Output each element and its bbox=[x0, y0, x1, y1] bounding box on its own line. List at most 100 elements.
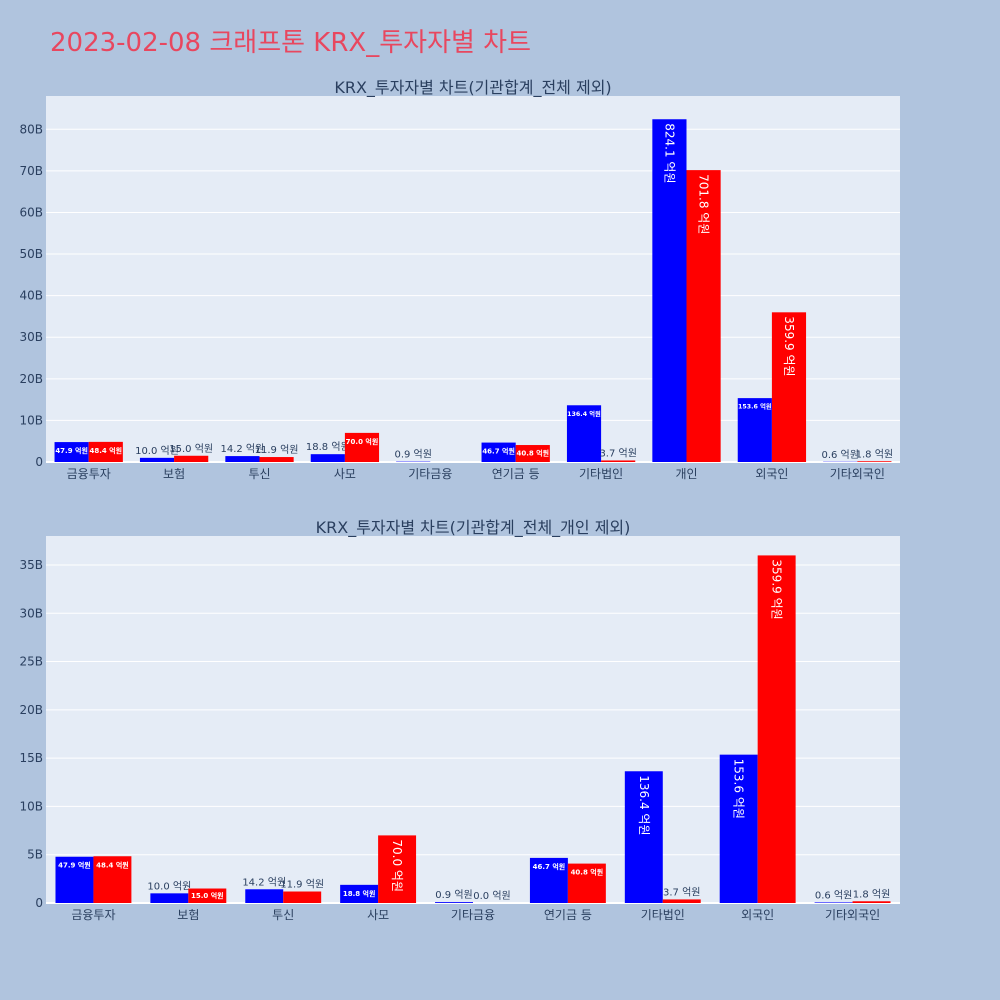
bar-value-label: 14.2 억원 bbox=[220, 443, 264, 455]
sell-bar bbox=[662, 899, 701, 903]
y-tick-label: 40B bbox=[19, 289, 43, 303]
bar-value-label: 48.4 억원 bbox=[89, 446, 122, 455]
buy-bar bbox=[652, 119, 687, 462]
chart-title: KRX_투자자별 차트(기관합계_전체_개인 제외) bbox=[316, 518, 631, 538]
bar-value-label: 136.4 억원 bbox=[637, 775, 651, 835]
bar-value-label: 359.9 억원 bbox=[782, 316, 796, 376]
x-tick-label: 기타외국인 bbox=[830, 467, 885, 481]
x-tick-label: 기타법인 bbox=[579, 467, 623, 481]
bar-value-label: 1.8 억원 bbox=[853, 888, 890, 900]
bar-value-label: 0.6 억원 bbox=[815, 889, 852, 901]
buy-bar bbox=[139, 457, 175, 462]
x-tick-label: 연기금 등 bbox=[492, 467, 540, 481]
sell-bar bbox=[174, 455, 209, 462]
buy-bar bbox=[55, 856, 94, 903]
buy-bar bbox=[310, 454, 345, 462]
sell-bar bbox=[686, 170, 721, 463]
buy-bar bbox=[529, 857, 568, 903]
y-tick-label: 30B bbox=[19, 330, 43, 344]
sell-bar bbox=[378, 835, 417, 903]
bar-value-label: 11.9 억원 bbox=[280, 879, 324, 891]
x-tick-label: 보험 bbox=[163, 467, 185, 481]
buy-bar bbox=[225, 456, 260, 462]
bar-value-label: 701.8 억원 bbox=[697, 174, 711, 234]
bar-value-label: 48.4 억원 bbox=[96, 860, 129, 869]
bar-value-label: 40.8 억원 bbox=[516, 449, 549, 458]
buy-bar bbox=[54, 442, 89, 462]
y-tick-label: 25B bbox=[19, 655, 43, 669]
x-tick-label: 금융투자 bbox=[67, 467, 111, 481]
sell-bar bbox=[601, 460, 636, 462]
buy-bar bbox=[719, 754, 758, 903]
y-tick-label: 0 bbox=[35, 455, 43, 469]
x-tick-label: 투신 bbox=[248, 467, 270, 481]
sell-bar bbox=[283, 891, 322, 903]
bar-value-label: 46.7 억원 bbox=[482, 447, 515, 456]
bar-value-label: 18.8 억원 bbox=[343, 889, 376, 898]
bar-value-label: 1.8 억원 bbox=[856, 448, 893, 460]
bar-value-label: 824.1 억원 bbox=[662, 123, 676, 183]
x-tick-label: 기타금융 bbox=[451, 908, 495, 922]
sell-bar bbox=[344, 432, 380, 462]
bar-value-label: 46.7 억원 bbox=[533, 862, 566, 871]
sell-bar bbox=[567, 863, 606, 903]
x-tick-label: 사모 bbox=[334, 467, 356, 481]
buy-bar bbox=[245, 889, 284, 903]
sell-bar bbox=[857, 461, 892, 462]
investor-chart-excl-individual: KRX_투자자별 차트(기관합계_전체_개인 제외) 0 5B 10B 15B 20B 25… bbox=[19, 518, 900, 922]
bar-value-label: 47.9 억원 bbox=[55, 446, 88, 455]
sell-bar bbox=[88, 441, 123, 462]
x-tick-label: 외국인 bbox=[741, 908, 774, 922]
x-tick-label: 사모 bbox=[367, 908, 389, 922]
x-tick-label: 금융투자 bbox=[71, 908, 115, 922]
y-tick-label: 20B bbox=[19, 703, 43, 717]
bar-value-label: 0.0 억원 bbox=[473, 890, 510, 902]
sell-bar bbox=[93, 856, 132, 903]
bar-value-label: 70.0 억원 bbox=[346, 437, 379, 446]
y-tick-label: 50B bbox=[19, 247, 43, 261]
page-title: 2023-02-08 크래프톤 KRX_투자자별 차트 bbox=[50, 28, 532, 58]
y-tick-label: 20B bbox=[19, 372, 43, 386]
bar-value-label: 11.9 억원 bbox=[255, 444, 299, 456]
bar-value-label: 18.8 억원 bbox=[306, 441, 350, 453]
sell-bar bbox=[515, 445, 550, 462]
buy-bar bbox=[814, 902, 853, 903]
bar-value-label: 359.9 억원 bbox=[770, 559, 784, 619]
bar-value-label: 3.7 억원 bbox=[663, 886, 700, 898]
bar-value-label: 153.6 억원 bbox=[732, 759, 746, 819]
bar-value-label: 15.0 억원 bbox=[169, 443, 213, 455]
bar-value-label: 153.6 억원 bbox=[738, 402, 772, 411]
y-tick-label: 5B bbox=[27, 848, 43, 862]
y-tick-label: 80B bbox=[19, 122, 43, 136]
y-tick-label: 60B bbox=[19, 205, 43, 219]
bar-value-label: 10.0 억원 bbox=[135, 445, 179, 457]
y-tick-label: 70B bbox=[19, 164, 43, 178]
x-tick-label: 외국인 bbox=[755, 467, 788, 481]
bar-value-label: 40.8 억원 bbox=[571, 868, 604, 877]
bar-value-label: 70.0 억원 bbox=[390, 839, 404, 892]
bar-value-label: 136.4 억원 bbox=[567, 409, 601, 418]
x-tick-label: 연기금 등 bbox=[544, 908, 592, 922]
bar-value-label: 15.0 억원 bbox=[191, 891, 224, 900]
buy-bar bbox=[481, 442, 516, 462]
bar-value-label: 0.9 억원 bbox=[394, 449, 431, 461]
buy-bar bbox=[340, 884, 379, 903]
bar-value-label: 47.9 억원 bbox=[58, 861, 91, 870]
buy-bar bbox=[435, 902, 473, 903]
bar-value-label: 0.9 억원 bbox=[435, 889, 472, 901]
buy-bar bbox=[737, 398, 772, 462]
buy-bar bbox=[566, 405, 602, 462]
investor-chart-all: KRX_투자자별 차트(기관합계_전체 제외) 0 10B 20B 30B 40B 50B 6… bbox=[19, 78, 900, 481]
sell-bar bbox=[757, 555, 796, 903]
x-tick-label: 기타금융 bbox=[408, 467, 452, 481]
y-tick-label: 30B bbox=[19, 606, 43, 620]
x-tick-label: 기타외국인 bbox=[825, 908, 880, 922]
sell-bar bbox=[852, 901, 891, 903]
sell-bar bbox=[188, 888, 227, 903]
buy-bar bbox=[624, 771, 663, 903]
bar-value-label: 3.7 억원 bbox=[599, 447, 636, 459]
sell-bar bbox=[259, 457, 294, 462]
bar-value-label: 0.6 억원 bbox=[821, 449, 858, 461]
y-tick-label: 35B bbox=[19, 558, 43, 572]
x-tick-label: 기타법인 bbox=[641, 908, 685, 922]
